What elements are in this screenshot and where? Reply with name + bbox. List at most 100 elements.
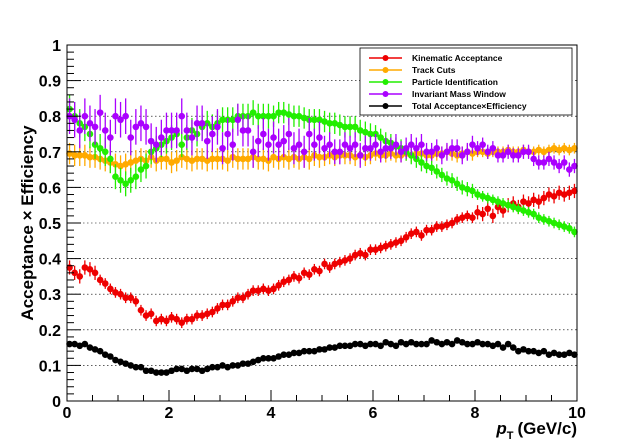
data-point — [571, 187, 578, 195]
data-point — [158, 315, 165, 323]
data-point — [464, 148, 471, 156]
data-point — [117, 116, 124, 124]
data-point — [260, 112, 267, 120]
data-point — [520, 198, 527, 205]
legend-entries: Kinematic Acceptance Track Cuts Particle I… — [369, 53, 527, 111]
data-point — [321, 260, 328, 268]
data-point — [280, 137, 288, 145]
data-point — [545, 146, 553, 154]
data-point — [311, 265, 318, 273]
data-point — [479, 193, 486, 200]
y-tick-label: 0.6 — [39, 180, 61, 197]
data-point — [464, 340, 471, 348]
data-point — [290, 273, 298, 280]
data-point — [418, 340, 425, 348]
data-point — [540, 148, 548, 156]
data-point — [407, 338, 415, 346]
data-point — [86, 120, 94, 127]
data-point — [351, 123, 359, 131]
data-point — [127, 362, 135, 369]
data-point — [566, 349, 573, 357]
data-point — [183, 367, 191, 375]
data-point — [188, 157, 196, 164]
data-point — [341, 123, 349, 131]
data-point — [545, 191, 553, 198]
data-point — [270, 354, 277, 362]
data-point — [280, 351, 288, 359]
data-point — [249, 287, 257, 294]
data-point — [270, 285, 277, 293]
y-tick-label: 0.1 — [39, 358, 61, 375]
data-point — [178, 365, 186, 373]
data-point — [341, 342, 349, 350]
data-point — [112, 356, 119, 364]
data-point — [275, 282, 282, 289]
y-tick-label: 0.3 — [39, 287, 61, 304]
data-point — [571, 162, 578, 170]
data-point — [489, 144, 497, 152]
data-point — [509, 152, 517, 159]
data-point — [152, 141, 160, 148]
data-point — [453, 180, 461, 188]
data-point — [265, 354, 272, 362]
data-point — [254, 356, 262, 364]
data-point — [142, 367, 150, 375]
data-point — [341, 141, 349, 148]
data-point — [402, 144, 410, 152]
data-point — [474, 338, 481, 346]
data-point — [550, 219, 558, 227]
data-point — [433, 144, 441, 152]
data-point — [107, 155, 114, 163]
data-point — [433, 338, 441, 346]
data-point — [331, 120, 339, 127]
data-point — [367, 340, 374, 348]
data-point — [550, 144, 558, 152]
data-point — [326, 141, 333, 148]
data-point — [305, 271, 313, 278]
data-point — [356, 127, 364, 134]
data-point — [571, 144, 578, 152]
data-point — [448, 219, 456, 227]
data-point — [239, 294, 247, 302]
x-tick-label: 4 — [267, 405, 276, 422]
data-point — [464, 212, 471, 220]
data-point — [280, 278, 288, 286]
data-point — [71, 340, 78, 348]
data-point — [71, 152, 78, 159]
data-point — [479, 210, 486, 218]
data-point — [550, 159, 558, 166]
data-point — [382, 242, 390, 250]
data-point — [203, 120, 211, 127]
data-point — [147, 367, 155, 375]
data-point — [479, 340, 486, 348]
data-point — [351, 340, 359, 348]
series-1 — [66, 183, 578, 329]
data-point — [132, 298, 140, 305]
data-point — [489, 196, 497, 204]
data-point — [377, 134, 384, 141]
data-point — [198, 312, 206, 319]
data-point — [285, 351, 293, 359]
y-tick-labels: 0 0.1 0.2 0.3 0.4 0.5 0.6 0.7 0.8 0.9 1 — [39, 38, 61, 411]
data-point — [566, 189, 573, 197]
legend-marker — [382, 103, 389, 109]
data-point — [367, 246, 374, 253]
data-point — [356, 152, 364, 159]
data-point — [545, 155, 553, 163]
data-point — [305, 347, 313, 355]
data-point — [127, 176, 135, 184]
x-axis-title-main: p — [495, 419, 506, 438]
data-point — [321, 144, 328, 152]
data-point — [224, 301, 231, 309]
data-point — [316, 116, 323, 124]
data-point — [142, 123, 150, 131]
data-point — [158, 369, 165, 376]
x-axis-title: pT (GeV/c) — [495, 419, 577, 442]
data-point — [540, 216, 548, 223]
data-point — [469, 340, 476, 348]
data-point — [229, 362, 237, 369]
data-point — [86, 265, 94, 273]
data-point — [469, 187, 476, 195]
data-point — [214, 155, 221, 163]
data-point — [387, 340, 395, 348]
